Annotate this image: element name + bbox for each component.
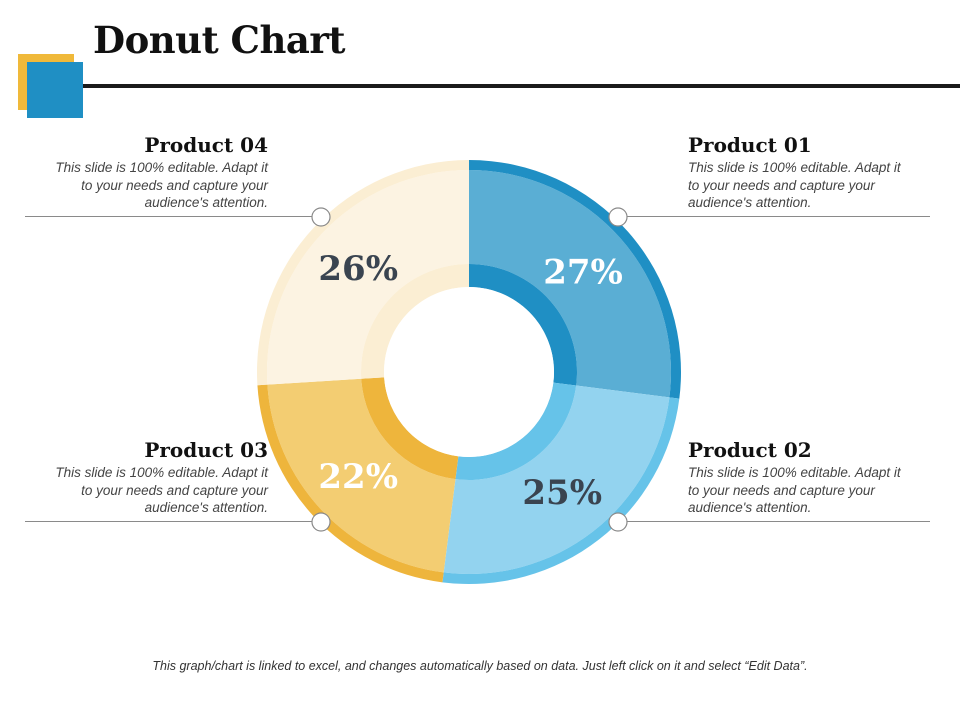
- legend-product-01: Product 01 This slide is 100% editable. …: [688, 132, 910, 212]
- slice-label-product-01: 27%: [543, 253, 623, 293]
- page-title: Donut Chart: [93, 18, 345, 62]
- donut-slice-product-02: [443, 385, 670, 575]
- product-04-description: This slide is 100% editable. Adapt it to…: [55, 160, 268, 210]
- title-accent-square-blue: [27, 62, 83, 118]
- legend-product-03: Product 03 This slide is 100% editable. …: [46, 437, 268, 517]
- product-04-title: Product 04: [144, 133, 268, 157]
- slice-label-product-03: 22%: [318, 457, 398, 497]
- donut-slice-inner-ring-product-01: [469, 264, 578, 386]
- footer-note: This graph/chart is linked to excel, and…: [152, 659, 808, 673]
- product-02-description: This slide is 100% editable. Adapt it to…: [688, 465, 901, 515]
- connector-dot-product-04: [311, 207, 331, 227]
- donut-slice-inner-ring-product-03: [361, 377, 459, 480]
- donut-slice-inner-ring-product-02: [455, 382, 577, 481]
- product-01-title: Product 01: [688, 133, 812, 157]
- legend-product-02: Product 02 This slide is 100% editable. …: [688, 437, 910, 517]
- product-02-title: Product 02: [688, 438, 812, 462]
- connector-dot-product-03: [311, 512, 331, 532]
- donut-slice-product-03: [267, 378, 456, 573]
- connector-dot-product-02: [608, 512, 628, 532]
- slice-label-product-04: 26%: [318, 249, 398, 289]
- slice-label-product-02: 25%: [522, 473, 602, 513]
- title-divider: [83, 84, 960, 88]
- donut-slice-product-01: [469, 170, 672, 398]
- product-01-description: This slide is 100% editable. Adapt it to…: [688, 160, 901, 210]
- donut-slice-inner-ring-product-04: [360, 264, 469, 379]
- donut-slice-product-04: [267, 170, 469, 385]
- product-03-title: Product 03: [144, 438, 268, 462]
- donut-slice-rim-product-03: [257, 384, 444, 583]
- connector-dot-product-01: [608, 207, 628, 227]
- donut-hole: [384, 287, 554, 457]
- legend-product-04: Product 04 This slide is 100% editable. …: [46, 132, 268, 212]
- product-03-description: This slide is 100% editable. Adapt it to…: [55, 465, 268, 515]
